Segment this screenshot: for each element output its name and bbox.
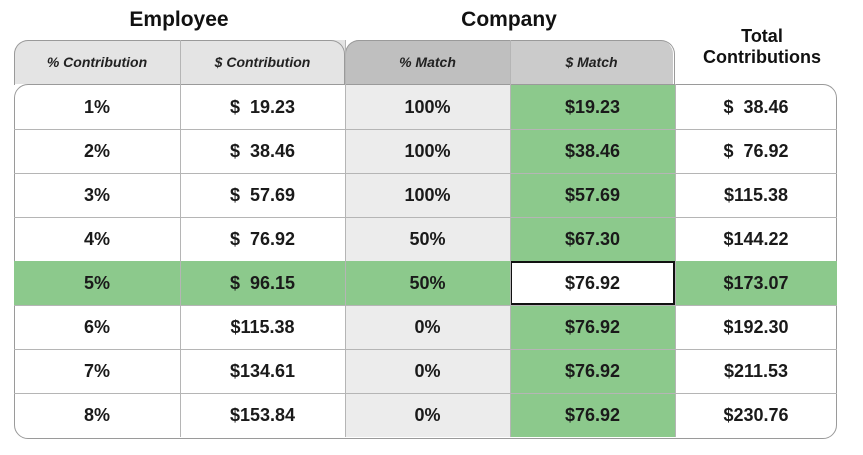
dollar-contribution-cell: $ 38.46: [229, 141, 296, 161]
dollar-match-cell: $76.92: [564, 405, 621, 425]
dollar-match-cell: $57.69: [564, 185, 621, 205]
pct-match-cell: 100%: [404, 97, 451, 117]
pct-match-cell: 0%: [414, 361, 441, 381]
total-contribution-cell: $230.76: [723, 405, 789, 425]
dollar-contribution-cell: $ 76.92: [229, 229, 296, 249]
dollar-match-cell: $67.30: [564, 229, 621, 249]
total-contribution-cell: $144.22: [723, 229, 789, 249]
row-divider: [14, 173, 837, 174]
total-contributions-title: Total Contributions: [703, 26, 821, 67]
row-divider: [14, 217, 837, 218]
table-row: 5% $ 96.15 50% $76.92 $173.07: [14, 261, 837, 305]
header-dollar-match: $ Match: [510, 40, 673, 84]
total-contribution-cell: $115.38: [723, 185, 789, 205]
table-row: 7% $134.61 0% $76.92 $211.53: [14, 349, 837, 393]
pct-contribution-cell: 3%: [83, 185, 110, 205]
total-contribution-cell: $192.30: [723, 317, 789, 337]
dollar-match-cell: $76.92: [564, 361, 621, 381]
column-divider: [345, 40, 346, 437]
column-divider: [675, 84, 676, 437]
pct-contribution-cell: 1%: [83, 97, 110, 117]
dollar-match-cell: $76.92: [510, 261, 675, 305]
dollar-match-cell: $76.92: [564, 317, 621, 337]
header-dollar-contribution: $ Contribution: [180, 40, 345, 84]
pct-match-cell: 100%: [404, 185, 451, 205]
header-pct-contribution: % Contribution: [14, 40, 180, 84]
dollar-contribution-cell: $ 19.23: [229, 97, 296, 117]
table-row: 8% $153.84 0% $76.92 $230.76: [14, 393, 837, 437]
dollar-match-cell: $19.23: [564, 97, 621, 117]
pct-contribution-cell: 7%: [83, 361, 110, 381]
pct-contribution-cell: 4%: [83, 229, 110, 249]
column-divider: [180, 40, 181, 437]
dollar-match-cell: $38.46: [564, 141, 621, 161]
contribution-match-table: % Contribution $ Contribution % Match $ …: [14, 40, 837, 439]
pct-contribution-cell: 8%: [83, 405, 110, 425]
pct-contribution-cell: 5%: [83, 273, 110, 293]
pct-match-cell: 50%: [409, 229, 446, 249]
pct-match-cell: 0%: [414, 317, 441, 337]
total-contribution-cell: $ 76.92: [723, 141, 789, 161]
total-contribution-cell: $173.07: [723, 273, 789, 293]
pct-match-cell: 0%: [414, 405, 441, 425]
table-row: 4% $ 76.92 50% $67.30 $144.22: [14, 217, 837, 261]
pct-match-cell: 100%: [404, 141, 451, 161]
employee-group-title: Employee: [129, 8, 229, 31]
total-contribution-cell: $ 38.46: [723, 97, 789, 117]
row-divider: [14, 305, 837, 306]
total-contribution-cell: $211.53: [723, 361, 789, 381]
pct-contribution-cell: 6%: [83, 317, 110, 337]
employee-header-border: [14, 40, 345, 85]
table-row: 1% $ 19.23 100% $19.23 $ 38.46: [14, 85, 837, 129]
table-row: 6% $115.38 0% $76.92 $192.30: [14, 305, 837, 349]
row-divider: [14, 393, 837, 394]
row-divider: [14, 129, 837, 130]
pct-contribution-cell: 2%: [83, 141, 110, 161]
dollar-contribution-cell: $153.84: [229, 405, 296, 425]
dollar-contribution-cell: $ 57.69: [229, 185, 296, 205]
row-divider: [14, 349, 837, 350]
dollar-contribution-cell: $134.61: [229, 361, 296, 381]
pct-match-cell: 50%: [409, 273, 446, 293]
table-row: 2% $ 38.46 100% $38.46 $ 76.92: [14, 129, 837, 173]
column-divider: [510, 40, 511, 437]
table-row: 3% $ 57.69 100% $57.69 $115.38: [14, 173, 837, 217]
company-group-title: Company: [461, 8, 557, 31]
dollar-contribution-cell: $115.38: [230, 317, 295, 337]
header-pct-match: % Match: [345, 40, 510, 84]
dollar-contribution-cell: $ 96.15: [229, 273, 296, 293]
